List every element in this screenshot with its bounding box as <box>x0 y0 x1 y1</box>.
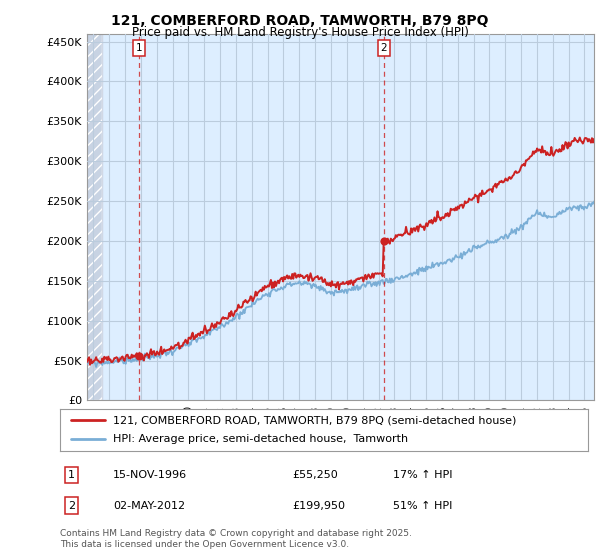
Text: 2: 2 <box>380 43 387 53</box>
Text: 121, COMBERFORD ROAD, TAMWORTH, B79 8PQ: 121, COMBERFORD ROAD, TAMWORTH, B79 8PQ <box>111 14 489 28</box>
Text: 15-NOV-1996: 15-NOV-1996 <box>113 470 187 480</box>
Text: 1: 1 <box>68 470 75 480</box>
Text: 1: 1 <box>136 43 142 53</box>
Point <box>134 352 143 361</box>
Text: Contains HM Land Registry data © Crown copyright and database right 2025.
This d: Contains HM Land Registry data © Crown c… <box>60 529 412 549</box>
Text: 17% ↑ HPI: 17% ↑ HPI <box>392 470 452 480</box>
Text: £55,250: £55,250 <box>292 470 338 480</box>
Text: 2: 2 <box>68 501 75 511</box>
Text: 02-MAY-2012: 02-MAY-2012 <box>113 501 185 511</box>
Text: £199,950: £199,950 <box>292 501 346 511</box>
Text: HPI: Average price, semi-detached house,  Tamworth: HPI: Average price, semi-detached house,… <box>113 435 408 445</box>
Text: 121, COMBERFORD ROAD, TAMWORTH, B79 8PQ (semi-detached house): 121, COMBERFORD ROAD, TAMWORTH, B79 8PQ … <box>113 415 516 425</box>
Text: 51% ↑ HPI: 51% ↑ HPI <box>392 501 452 511</box>
Point <box>379 236 389 245</box>
Bar <box>87 34 102 400</box>
Text: Price paid vs. HM Land Registry's House Price Index (HPI): Price paid vs. HM Land Registry's House … <box>131 26 469 39</box>
